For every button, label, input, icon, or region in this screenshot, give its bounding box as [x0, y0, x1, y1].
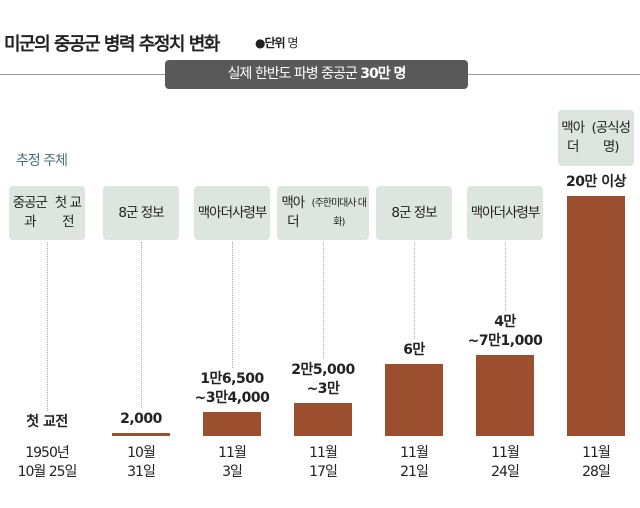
bar — [476, 355, 534, 436]
unit-value: 명 — [287, 36, 298, 50]
bar — [294, 403, 352, 436]
source-text: 맥아더 — [197, 204, 233, 221]
subject-heading: 추정 주체 — [16, 153, 68, 169]
source-box: 중공군과 첫 교전 — [9, 186, 85, 240]
date-label: 11월 3일 — [218, 445, 247, 480]
date-label: 11월 24일 — [491, 445, 520, 480]
date-label: 11월 21일 — [400, 445, 429, 480]
bar — [203, 412, 261, 436]
source-text: (공식성명) — [591, 120, 631, 155]
value-label: 2,000 — [120, 411, 162, 427]
value-label: 첫 교전 — [26, 414, 68, 430]
value-label: 4만 ~7만1,000 — [467, 314, 543, 349]
banner-text: 실제 한반도 파병 중공군 — [227, 66, 358, 82]
bar — [385, 364, 443, 436]
banner-value: 30만 명 — [360, 66, 406, 82]
bar — [112, 433, 170, 436]
guide-line — [414, 242, 415, 339]
guide-line — [323, 242, 324, 359]
guide-line — [232, 242, 233, 368]
date-label: 10월 31일 — [127, 445, 156, 480]
source-box: 8군 정보 — [376, 186, 452, 240]
source-text: 맥아더 — [561, 120, 585, 155]
source-text: 중공군과 — [12, 195, 48, 230]
source-text: 8군 정보 — [118, 204, 164, 221]
reference-banner: 실제 한반도 파병 중공군 30만 명 — [165, 60, 468, 89]
value-label: 1만6,500 ~3만4,000 — [194, 371, 270, 406]
date-label: 1950년 10월 25일 — [17, 445, 78, 480]
source-text: 사령부 — [232, 204, 267, 221]
date-label: 11월 28일 — [582, 445, 611, 480]
value-label: 6만 — [403, 342, 425, 358]
date-label: 11월 17일 — [309, 445, 338, 480]
source-text: 사령부 — [505, 204, 540, 221]
source-text: 맥아더 — [470, 204, 506, 221]
guide-line — [505, 242, 506, 311]
value-label: 2만5,000 ~3만 — [291, 362, 355, 397]
source-box: 맥아더 사령부 — [467, 186, 543, 240]
source-text: (주한미대사 대화) — [311, 198, 367, 228]
bar — [567, 196, 625, 436]
source-box: 8군 정보 — [103, 186, 179, 240]
source-box: 맥아더 사령부 — [194, 186, 270, 240]
unit-label: ●단위 — [255, 36, 286, 50]
chart-title: 미군의 중공군 병력 추정치 변화 — [4, 34, 220, 55]
unit-note: ●단위 명 — [255, 34, 298, 51]
guide-line — [141, 242, 142, 408]
source-box: 맥아더 (공식성명) — [558, 110, 634, 166]
source-text: 첫 교전 — [54, 195, 82, 230]
guide-line — [47, 242, 48, 411]
source-box: 맥아더 (주한미대사 대화) — [277, 186, 369, 240]
source-text: 8군 정보 — [391, 204, 437, 221]
source-text: 맥아더 — [281, 195, 305, 230]
value-label: 20만 이상 — [566, 174, 627, 190]
